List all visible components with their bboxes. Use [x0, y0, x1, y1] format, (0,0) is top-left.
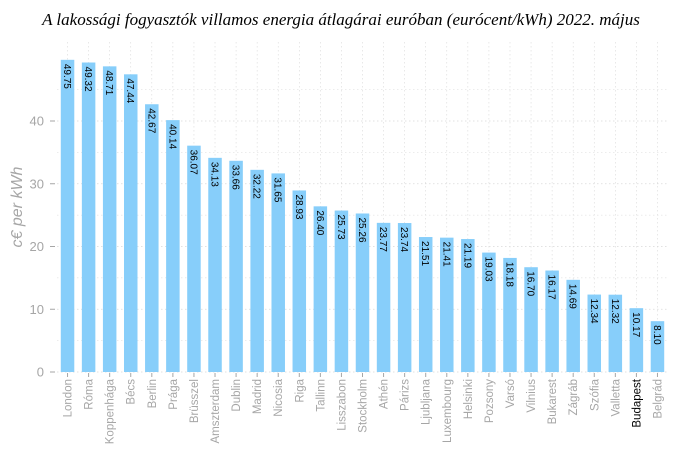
value-label: 14.69 [567, 284, 578, 309]
bar-párizs [397, 223, 412, 372]
y-tick-label: 40 [30, 114, 44, 129]
x-tick-label: Koppenhága [105, 378, 117, 444]
value-label: 32.22 [251, 174, 262, 199]
x-tick-label: Athén [379, 379, 391, 409]
x-tick-label: London [63, 379, 75, 417]
x-tick-label: Amszterdam [210, 379, 222, 444]
bar-athén [376, 222, 391, 372]
bar-nicosia [271, 173, 285, 372]
chart-title: A lakossági fogyasztók villamos energia … [42, 10, 640, 29]
bar-vilnius [524, 267, 538, 372]
x-tick-label: Berlin [147, 379, 159, 408]
x-tick-label: Stockholm [358, 379, 370, 433]
x-tick-label: Zágráb [568, 379, 580, 415]
x-tick-label: Prága [168, 378, 180, 409]
x-tick-label: Valletta [610, 378, 622, 416]
value-label: 28.93 [293, 194, 304, 219]
bar-stockholm [355, 213, 370, 372]
y-tick-label: 30 [30, 176, 44, 191]
value-label: 23.74 [398, 227, 409, 252]
x-tick-label: Brüsszel [189, 379, 201, 423]
x-tick-label: Pozsony [484, 379, 496, 423]
x-tick-label: Varsó [505, 379, 517, 408]
bar-luxembourg [440, 237, 454, 372]
bar-prága [166, 120, 180, 373]
value-label: 18.18 [503, 262, 514, 287]
y-tick-label: 20 [30, 239, 44, 254]
value-label: 16.70 [525, 271, 536, 296]
value-label: 12.32 [609, 299, 620, 324]
bar-valletta [608, 294, 623, 372]
value-label: 25.26 [356, 217, 367, 242]
bar-brüsszel [187, 145, 201, 372]
value-label: 26.40 [314, 210, 325, 235]
bar-london [60, 59, 75, 372]
value-label: 40.14 [166, 124, 177, 149]
x-tick-label: Luxembourg [442, 379, 454, 443]
x-tick-label: Vilnius [526, 379, 538, 413]
x-tick-label: Nicosia [273, 378, 285, 416]
value-label: 36.07 [187, 150, 198, 175]
y-tick-label: 10 [30, 302, 44, 317]
value-label: 33.66 [230, 165, 241, 190]
x-tick-label: Tallinn [315, 379, 327, 412]
value-label: 42.67 [145, 108, 156, 133]
x-tick-label: Róma [84, 378, 96, 409]
x-tick-label: Belgrád [652, 379, 664, 419]
x-tick-label: Ljubljana [421, 378, 433, 425]
value-label: 12.34 [588, 299, 599, 324]
bar-róma [81, 62, 96, 372]
x-tick-label: Riga [294, 378, 306, 402]
value-label: 48.71 [103, 70, 114, 95]
value-label: 19.03 [482, 257, 493, 282]
bar-bécs [123, 74, 138, 373]
y-axis-label: c€ per kWh [9, 166, 26, 247]
bar-pozsony [482, 252, 496, 372]
x-tick-label: Budapest [631, 378, 643, 427]
x-tick-label: Helsinki [463, 379, 475, 419]
bar-berlin [145, 104, 159, 372]
x-tick-label: Dublin [231, 379, 243, 412]
value-label: 8.10 [651, 325, 662, 345]
bar-ljubljana [418, 237, 433, 372]
value-label: 47.44 [124, 78, 135, 103]
value-label: 21.19 [461, 243, 472, 268]
bar-budapest [629, 308, 644, 372]
value-label: 31.65 [272, 177, 283, 202]
value-label: 23.77 [377, 227, 388, 252]
x-tick-label: Párizs [400, 379, 412, 411]
bar-belgrád [650, 321, 665, 372]
bar-koppenhága [102, 66, 117, 372]
value-label: 49.75 [61, 64, 72, 89]
value-label: 25.73 [335, 215, 346, 240]
x-tick-label: Lisszabon [336, 379, 348, 431]
value-label: 21.41 [440, 242, 451, 267]
bar-tallinn [313, 206, 328, 372]
bar-bukarest [545, 270, 559, 372]
bar-amszterdam [208, 157, 222, 372]
bar-riga [292, 190, 307, 372]
value-label: 16.17 [546, 275, 557, 300]
x-tick-label: Szófia [589, 378, 601, 411]
bar-madrid [250, 169, 264, 372]
bar-szófia [587, 294, 602, 372]
value-label: 21.51 [419, 241, 430, 266]
bar-dublin [229, 160, 243, 372]
value-label: 34.13 [209, 162, 220, 187]
x-tick-label: Bukarest [547, 378, 559, 424]
y-tick-label: 0 [37, 365, 44, 380]
value-label: 10.17 [630, 312, 641, 337]
bar-helsinki [461, 239, 475, 372]
bar-zágráb [566, 279, 580, 372]
x-tick-label: Bécs [126, 379, 138, 405]
bar-lisszabon [334, 210, 349, 372]
value-label: 49.32 [82, 67, 93, 92]
x-tick-label: Madrid [252, 379, 264, 414]
bar-varsó [503, 257, 517, 372]
